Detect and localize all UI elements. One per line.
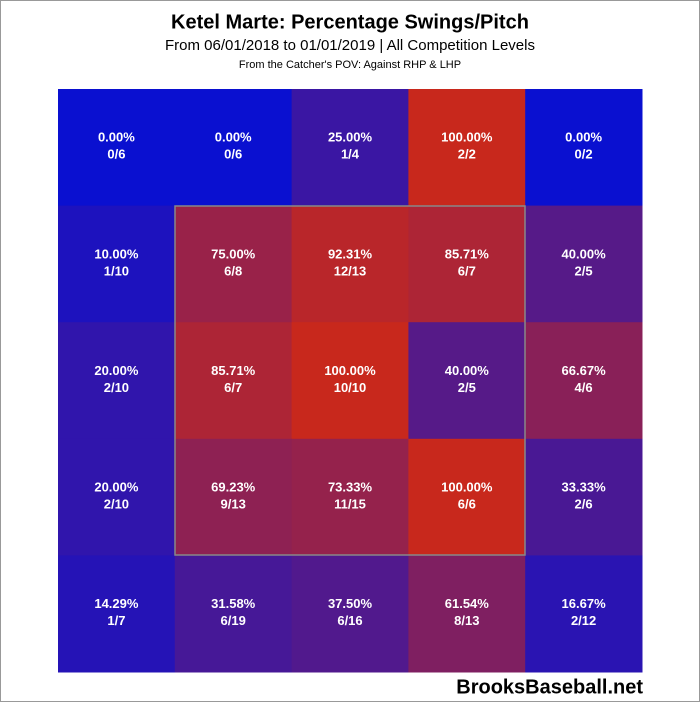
value-label: 25.00% xyxy=(328,130,373,145)
chart-title: Ketel Marte: Percentage Swings/Pitch xyxy=(171,11,529,33)
grid: 0.00% 0/6 0.00% 0/6 25.00% 1/4 100.00% 2/2 0.00%… xyxy=(58,89,643,673)
value-label: 31.58% xyxy=(211,596,256,611)
count-label: 2/10 xyxy=(104,380,129,395)
value-label: 37.50% xyxy=(328,596,373,611)
chart-note: From the Catcher's POV: Against RHP & LH… xyxy=(239,59,461,71)
value-label: 33.33% xyxy=(562,480,607,495)
value-label: 10.00% xyxy=(94,246,139,261)
count-label: 2/2 xyxy=(458,147,476,162)
heat-cell xyxy=(58,205,176,323)
value-label: 16.67% xyxy=(562,596,607,611)
count-label: 6/16 xyxy=(337,613,362,628)
count-label: 6/8 xyxy=(224,263,242,278)
count-label: 2/6 xyxy=(575,497,593,512)
count-label: 2/12 xyxy=(571,613,596,628)
count-label: 1/7 xyxy=(107,613,125,628)
value-label: 85.71% xyxy=(445,246,490,261)
value-label: 0.00% xyxy=(565,130,602,145)
heat-cell xyxy=(174,89,293,207)
count-label: 8/13 xyxy=(454,613,479,628)
heat-cell xyxy=(408,205,526,323)
count-label: 11/15 xyxy=(334,497,366,512)
strike-zone xyxy=(174,205,526,556)
count-label: 4/6 xyxy=(575,380,593,395)
count-label: 6/19 xyxy=(221,613,246,628)
value-label: 73.33% xyxy=(328,480,373,495)
heat-cell xyxy=(291,438,409,556)
chart-subtitle: From 06/01/2018 to 01/01/2019 | All Comp… xyxy=(165,37,535,54)
count-label: 6/6 xyxy=(458,497,476,512)
watermark: BrooksBaseball.net xyxy=(456,676,643,698)
count-label: 12/13 xyxy=(334,263,367,278)
count-label: 0/6 xyxy=(107,147,125,162)
value-label: 75.00% xyxy=(211,246,256,261)
count-label: 1/10 xyxy=(104,263,129,278)
heat-cell xyxy=(174,438,293,556)
heat-cell xyxy=(408,89,526,207)
heat-cell xyxy=(525,438,643,556)
heat-cell xyxy=(525,205,643,323)
heat-cell xyxy=(525,89,643,207)
heat-cell xyxy=(408,322,526,440)
heat-cell xyxy=(291,322,409,440)
heat-cell xyxy=(291,205,409,323)
value-label: 100.00% xyxy=(441,130,493,145)
heat-cell xyxy=(525,555,643,673)
count-label: 2/5 xyxy=(575,263,593,278)
value-label: 100.00% xyxy=(441,480,493,495)
heat-cell xyxy=(291,555,409,673)
heat-cell xyxy=(174,555,293,673)
count-label: 9/13 xyxy=(221,497,246,512)
value-label: 20.00% xyxy=(94,480,139,495)
value-label: 66.67% xyxy=(562,363,607,378)
heat-cell xyxy=(525,322,643,440)
value-label: 40.00% xyxy=(445,363,490,378)
heat-cell xyxy=(291,89,409,207)
count-label: 6/7 xyxy=(224,380,242,395)
count-label: 0/6 xyxy=(224,147,242,162)
value-label: 69.23% xyxy=(211,480,256,495)
value-label: 40.00% xyxy=(562,246,607,261)
value-label: 92.31% xyxy=(328,246,373,261)
count-label: 1/4 xyxy=(341,147,360,162)
count-label: 2/10 xyxy=(104,497,129,512)
heat-cell xyxy=(174,205,293,323)
count-label: 2/5 xyxy=(458,380,476,395)
value-label: 0.00% xyxy=(98,130,135,145)
heat-cell xyxy=(58,438,176,556)
heat-cell xyxy=(58,555,176,673)
value-label: 0.00% xyxy=(215,130,252,145)
value-label: 20.00% xyxy=(94,363,139,378)
heat-cell xyxy=(408,438,526,556)
heat-cell xyxy=(58,89,176,207)
heat-cell xyxy=(58,322,176,440)
value-label: 85.71% xyxy=(211,363,256,378)
count-label: 0/2 xyxy=(575,147,593,162)
heat-cell xyxy=(174,322,293,440)
value-label: 14.29% xyxy=(94,596,139,611)
value-label: 100.00% xyxy=(324,363,376,378)
count-label: 10/10 xyxy=(334,380,367,395)
heat-cell xyxy=(408,555,526,673)
count-label: 6/7 xyxy=(458,263,476,278)
value-label: 61.54% xyxy=(445,596,490,611)
